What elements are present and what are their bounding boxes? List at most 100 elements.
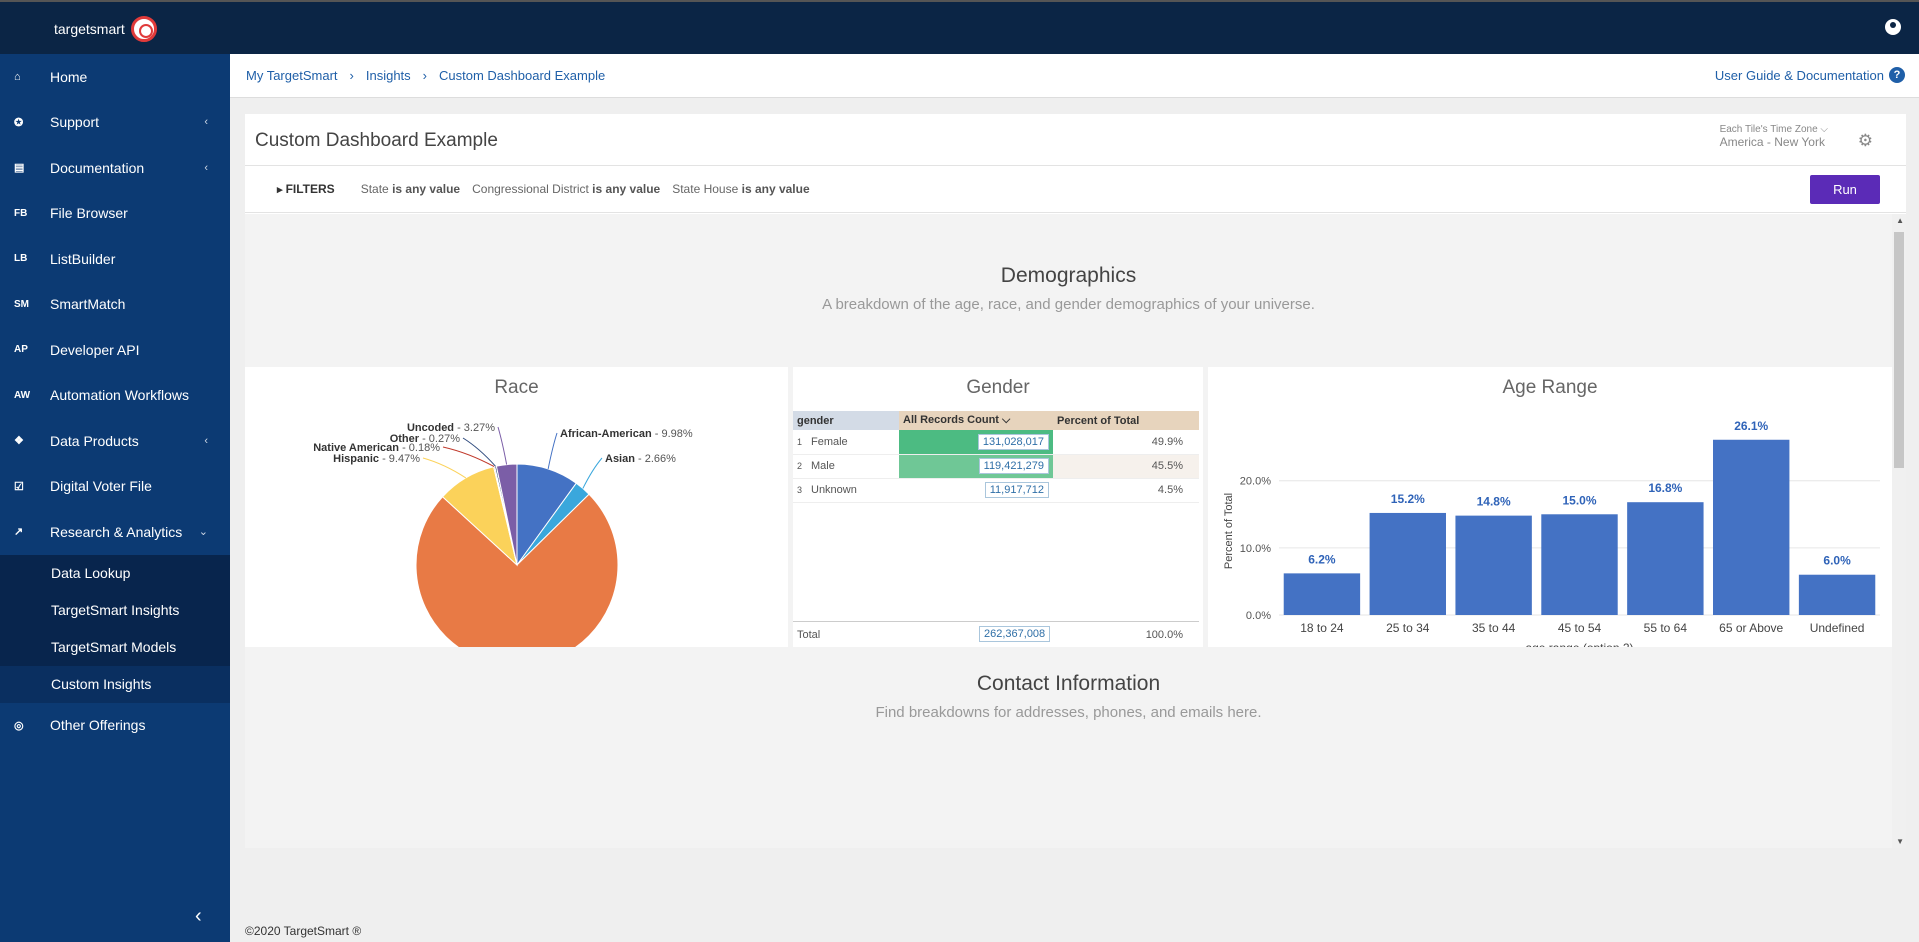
filter-state-house[interactable]: State House is any value (672, 182, 810, 196)
y-tick-label: 0.0% (1246, 610, 1271, 622)
count-value[interactable]: 119,421,279 (978, 458, 1049, 474)
filter-congressional-district[interactable]: Congressional District is any value (472, 182, 661, 196)
section-subtitle-contact: Find breakdowns for addresses, phones, a… (875, 704, 1262, 721)
brand-logo[interactable]: targetsmart (54, 16, 157, 42)
chevron-icon[interactable]: ‹ (204, 434, 208, 447)
pie-slice-caucasian[interactable] (415, 493, 619, 647)
pie-label-name: Native American (313, 442, 399, 454)
timezone-selector[interactable]: Each Tile's Time Zone ⌵ America - New Yo… (1720, 124, 1828, 149)
user-guide-link[interactable]: User Guide & Documentation ? (1715, 67, 1905, 83)
dashboard: Custom Dashboard Example Each Tile's Tim… (245, 114, 1906, 848)
bar[interactable] (1369, 512, 1446, 615)
count-cell: 131,028,017 (899, 430, 1053, 455)
section-title-demographics: Demographics (1000, 264, 1137, 287)
sidebar-item-label: Digital Voter File (50, 478, 152, 495)
user-account-icon[interactable] (1885, 19, 1901, 35)
gender-table: gender All Records Count ⌵ Percent of To… (793, 411, 1199, 503)
other-offerings-icon: ◎ (14, 719, 24, 732)
column-header-count[interactable]: All Records Count ⌵ (899, 411, 1053, 430)
sidebar-item-research-analytics[interactable]: ↗ Research & Analytics ⌄ (0, 509, 230, 555)
sidebar-item-listbuilder[interactable]: LB ListBuilder (0, 236, 230, 282)
filter-bar: FILTERS State is any value Congressional… (245, 165, 1906, 213)
sidebar-item-digital-voter-file[interactable]: ☑ Digital Voter File (0, 464, 230, 510)
subnav-item-custom-insights[interactable]: Custom Insights (0, 665, 230, 703)
x-tick-label: 65 or Above (1719, 621, 1783, 635)
sidebar-item-developer-api[interactable]: AP Developer API (0, 327, 230, 373)
breadcrumb-insights[interactable]: Insights (365, 68, 411, 83)
sidebar-item-home[interactable]: ⌂ Home (0, 54, 230, 100)
chevron-right-icon: › (349, 68, 354, 83)
count-cell: 119,421,279 (899, 454, 1053, 479)
count-value[interactable]: 11,917,712 (984, 482, 1049, 498)
bar-value-label: 15.0% (1562, 493, 1596, 507)
bar[interactable] (1455, 515, 1532, 615)
sidebar-item-automation-workflows[interactable]: AW Automation Workflows (0, 373, 230, 419)
sidebar-item-support[interactable]: ✪ Support ‹ (0, 100, 230, 146)
run-button[interactable]: Run (1810, 175, 1880, 204)
row-number: 1 (793, 430, 807, 455)
collapse-sidebar-icon[interactable]: ‹ (195, 905, 202, 927)
documentation-icon: ▤ (14, 162, 25, 175)
target-logo-icon (130, 16, 157, 42)
pie-label-name: African-American (560, 428, 652, 440)
bar[interactable] (1541, 514, 1618, 615)
filter-state[interactable]: State is any value (360, 182, 461, 196)
sidebar-item-other-offerings[interactable]: ◎ Other Offerings (0, 703, 230, 749)
sidebar-item-smartmatch[interactable]: SM SmartMatch (0, 282, 230, 328)
bar-value-label: 15.2% (1391, 492, 1425, 506)
chevron-icon[interactable]: ‹ (204, 116, 208, 129)
pie-label: African-American - 9.98% (560, 428, 693, 440)
pie-label-name: Uncoded (407, 422, 454, 434)
scroll-down-icon[interactable]: ▼ (1896, 837, 1904, 846)
pie-leader-line (582, 457, 603, 489)
pie-label-name: Other (390, 433, 420, 445)
scrollbar[interactable]: ▲ ▼ (1892, 214, 1906, 848)
breadcrumb-current[interactable]: Custom Dashboard Example (439, 68, 606, 83)
pie-label: Hispanic - 9.47% (333, 453, 420, 465)
dashboard-canvas: Demographics A breakdown of the age, rac… (245, 214, 1906, 848)
developer-api-icon: AP (14, 344, 28, 356)
pie-label-value: - 3.27% (454, 422, 495, 434)
sidebar-item-label: Support (50, 114, 100, 131)
bar[interactable] (1798, 574, 1876, 615)
sidebar-item-label: Automation Workflows (50, 387, 190, 404)
research-subnav: Data Lookup TargetSmart Insights TargetSma… (0, 554, 230, 703)
filters-toggle[interactable]: FILTERS (277, 182, 335, 196)
scrollbar-thumb[interactable] (1894, 232, 1904, 468)
x-tick-label: 35 to 44 (1472, 621, 1516, 635)
count-value[interactable]: 131,028,017 (977, 433, 1049, 450)
chevron-icon[interactable]: ‹ (204, 161, 208, 174)
sidebar-item-data-products[interactable]: ❖ Data Products ‹ (0, 418, 230, 464)
bar[interactable] (1627, 502, 1704, 615)
sidebar-nav: ⌂ Home ✪ Support ‹ ▤ Documentation ‹ FB File Brow… (0, 54, 230, 555)
automation-workflows-icon: AW (14, 389, 31, 401)
subnav-item-targetsmart-models[interactable]: TargetSmart Models (51, 639, 177, 655)
sidebar-item-label: Data Products (50, 432, 139, 449)
race-tile-title: Race (494, 377, 539, 398)
breadcrumb-my-targetsmart[interactable]: My TargetSmart (246, 68, 338, 83)
subnav-item-targetsmart-insights[interactable]: TargetSmart Insights (51, 602, 180, 618)
column-header-gender[interactable]: gender (793, 411, 899, 430)
bar-value-label: 6.2% (1308, 552, 1336, 566)
pie-label-value: - 9.47% (379, 453, 420, 465)
timezone-value: America - New York (1719, 135, 1825, 149)
support-icon: ✪ (14, 116, 24, 129)
sidebar-item-label: Documentation (50, 159, 145, 176)
pie-label: Asian - 2.66% (605, 453, 676, 465)
home-icon: ⌂ (14, 70, 21, 83)
gear-icon[interactable]: ⚙ (1857, 131, 1873, 150)
x-tick-label: 55 to 64 (1644, 621, 1688, 635)
chevron-icon[interactable]: ⌄ (198, 526, 208, 539)
pie-leader-line (422, 457, 467, 479)
column-header-percent[interactable]: Percent of Total (1053, 411, 1199, 430)
sidebar-item-file-browser[interactable]: FB File Browser (0, 191, 230, 237)
sidebar-item-documentation[interactable]: ▤ Documentation ‹ (0, 145, 230, 191)
bar[interactable] (1713, 439, 1790, 615)
x-axis-label: age range (option 2) (1525, 641, 1633, 647)
footer-copyright: ©2020 TargetSmart ® (245, 924, 362, 938)
subnav-item-data-lookup[interactable]: Data Lookup (51, 565, 131, 581)
scroll-up-icon[interactable]: ▲ (1896, 216, 1904, 225)
table-row: 3 Unknown 11,917,712 4.5% (793, 478, 1199, 503)
bar[interactable] (1283, 573, 1361, 615)
sidebar-item-label: SmartMatch (50, 296, 126, 313)
